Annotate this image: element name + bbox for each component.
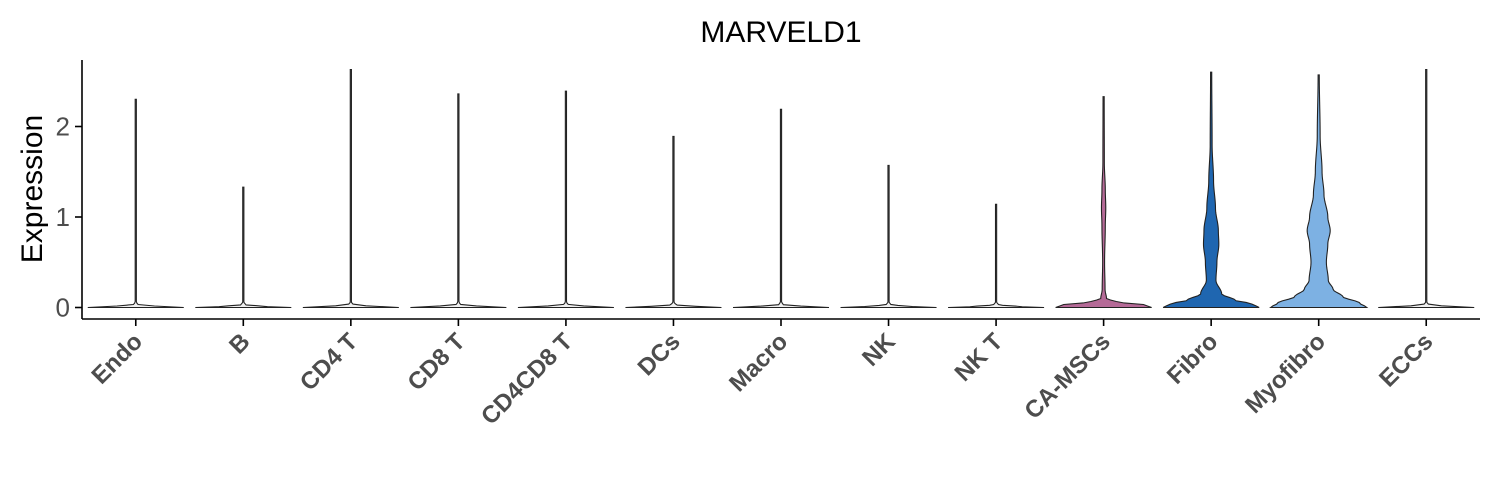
x-tick-label: Fibro <box>1162 328 1224 390</box>
chart-title: MARVELD1 <box>700 16 861 49</box>
y-tick-label: 2 <box>56 112 70 142</box>
x-tick-label: CD4 T <box>295 328 363 396</box>
violin-myofibro <box>1269 74 1369 309</box>
violin-endo <box>87 98 184 309</box>
x-tick-label: CD4CD8 T <box>476 328 578 430</box>
violin-fibro <box>1162 71 1260 309</box>
violin-nk-t <box>948 203 1045 309</box>
y-tick-label: 0 <box>56 293 70 323</box>
x-tick-label: DCs <box>633 328 686 381</box>
x-tick-label: ECCs <box>1374 328 1438 392</box>
x-tick-label: Macro <box>724 328 793 397</box>
x-tick-label: NK T <box>950 328 1009 387</box>
plot-area: 0 1 2 Endo B CD4 T CD8 T CD4CD8 T DCs Macro NK NK T… <box>56 60 1480 430</box>
violin-ca-mscs <box>1055 96 1152 309</box>
y-axis-label: Expression <box>16 115 49 263</box>
violin-macro <box>732 108 830 309</box>
violin-dcs <box>625 135 722 309</box>
x-tick-label: NK <box>857 328 901 372</box>
x-tick-label: Endo <box>86 328 148 390</box>
x-tick-label: CD8 T <box>403 328 471 396</box>
x-tick-label: B <box>224 328 255 359</box>
y-tick-label: 1 <box>56 202 70 232</box>
violin-nk <box>840 164 937 309</box>
x-tick-label: Myofibro <box>1240 328 1331 419</box>
violin-cd8-t <box>410 93 507 309</box>
x-tick-label: CA-MSCs <box>1019 328 1115 424</box>
violin-cd4cd8-t <box>517 90 614 309</box>
violin-cd4-t <box>302 68 399 309</box>
violin-b <box>195 186 292 309</box>
violin-eccs <box>1378 68 1475 309</box>
